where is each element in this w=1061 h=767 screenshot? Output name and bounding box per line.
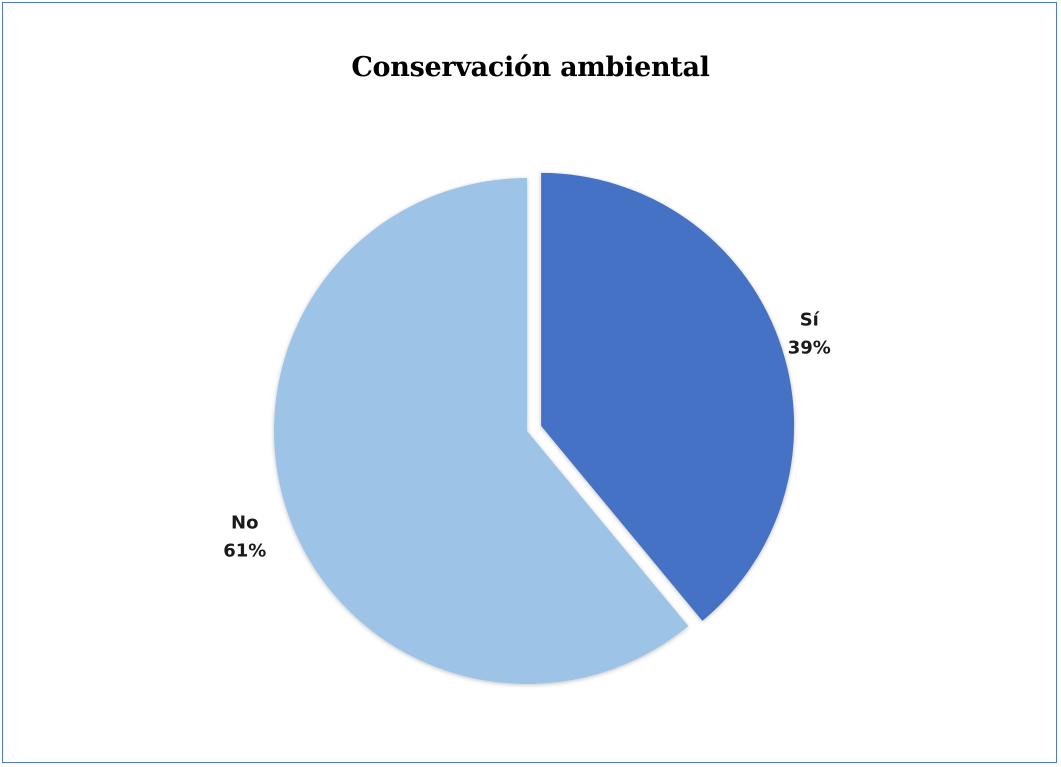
slice-value-si: 39% [788, 337, 831, 358]
pie-slice-no [274, 178, 689, 684]
slice-label-si: Sí [800, 309, 820, 330]
slice-value-no: 61% [223, 541, 266, 562]
chart-title: Conservación ambiental [351, 52, 710, 83]
pie-slice-si [541, 172, 795, 621]
slice-label-no: No [231, 513, 258, 534]
